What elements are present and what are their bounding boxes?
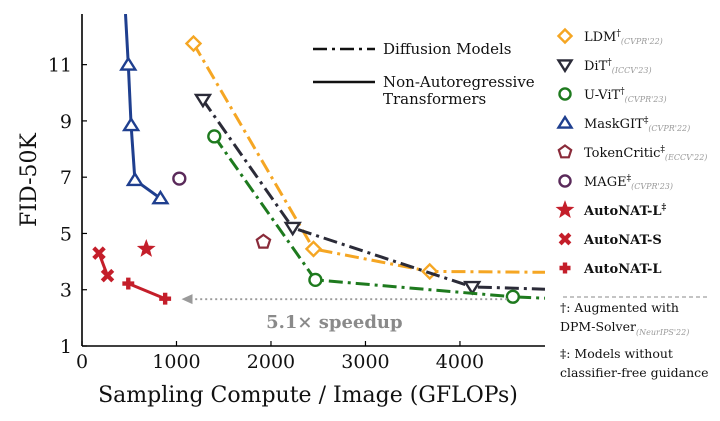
- data-point: [255, 233, 272, 249]
- footnote-line: classifier-free guidance: [560, 365, 709, 380]
- series-autonat-l: [122, 277, 172, 305]
- legend-item: U-ViT†(CVPR'23): [558, 87, 667, 104]
- series-line: [201, 98, 545, 291]
- legend-marker: [559, 262, 571, 274]
- legend-marker: [558, 232, 572, 246]
- y-tick-label: 9: [60, 111, 72, 133]
- y-tick-label: 7: [60, 167, 72, 189]
- data-point: [304, 240, 323, 258]
- y-tick-label: 1: [60, 336, 72, 358]
- x-tick-label: 1000: [152, 351, 200, 373]
- footnotes: †: Augmented with DPM-Solver(NeurIPS'22) ‡…: [560, 296, 709, 380]
- y-tick-label: 11: [48, 55, 72, 77]
- series-line: [127, 282, 166, 301]
- series-autonat-s: [92, 246, 115, 283]
- y-tick-label: 3: [60, 280, 72, 302]
- data-point: [125, 171, 145, 187]
- series-line: [124, 14, 162, 200]
- series-legend: LDM†(CVPR'22) DiT†(ICCV'23) U-ViT†(CVPR'23…: [555, 27, 707, 277]
- data-point: [122, 277, 135, 290]
- legend-label: MAGE‡(CVPR'23): [584, 174, 673, 191]
- legend-item: AutoNAT-S: [558, 232, 662, 248]
- x-tick-label: 2000: [247, 351, 295, 373]
- legend-label: DiT†(ICCV'23): [584, 58, 652, 75]
- x-axis-label: Sampling Compute / Image (GFLOPs): [98, 383, 518, 408]
- series-mage: [172, 171, 187, 186]
- data-point: [172, 171, 187, 186]
- series-dit: [193, 93, 545, 296]
- legend-label: AutoNAT-S: [583, 233, 662, 248]
- data-point: [119, 56, 138, 71]
- legend-marker: [556, 59, 574, 74]
- y-axis-label: FID-50K: [17, 133, 42, 227]
- y-axis-ticks: 1 3 5 7 9 11: [48, 55, 87, 358]
- legend-marker: [558, 174, 572, 188]
- footnote-line: DPM-Solver(NeurIPS'22): [560, 319, 689, 337]
- legend-item: MaskGIT‡(CVPR'22): [556, 114, 690, 133]
- series-line: [213, 135, 545, 300]
- legend-marker: [556, 114, 574, 129]
- legend-item: AutoNAT-L‡: [555, 200, 667, 219]
- data-point: [207, 129, 222, 144]
- x-tick-label: 4000: [436, 351, 484, 373]
- data-point: [283, 221, 302, 237]
- legend-marker: [556, 27, 574, 45]
- legend-marker: [558, 87, 572, 101]
- legend-label: LDM†(CVPR'22): [584, 29, 663, 46]
- line-style-label: Non-Autoregressive: [383, 73, 535, 91]
- line-style-legend: Diffusion Models Non-AutoregressiveTransf…: [313, 40, 535, 108]
- legend-item: LDM†(CVPR'22): [556, 27, 663, 46]
- speedup-arrowhead: [181, 294, 193, 305]
- legend-label: MaskGIT‡(CVPR'22): [584, 116, 690, 133]
- data-point: [193, 93, 213, 109]
- footnote-line: ‡: Models without: [560, 346, 673, 361]
- legend-item: DiT†(ICCV'23): [556, 58, 652, 75]
- y-tick-label: 5: [60, 223, 72, 245]
- series-autonat-l: [136, 239, 156, 257]
- legend-item: MAGE‡(CVPR'23): [558, 174, 673, 191]
- legend-label: TokenCritic‡(ECCV'22): [584, 145, 707, 162]
- legend-item: AutoNAT-L: [559, 262, 662, 277]
- data-point: [136, 239, 156, 257]
- data-point: [463, 280, 482, 296]
- data-point: [121, 116, 141, 132]
- legend-marker: [555, 200, 575, 218]
- data-point: [92, 246, 106, 260]
- data-point: [308, 272, 323, 288]
- speedup-label: 5.1× speedup: [266, 312, 403, 333]
- legend-marker: [557, 144, 573, 159]
- x-axis-ticks: 0 1000 2000 3000 4000: [76, 341, 484, 373]
- data-point: [151, 189, 170, 205]
- line-style-label: Transformers: [383, 90, 486, 108]
- series-line: [192, 42, 545, 274]
- plot-area: [81, 14, 545, 347]
- series-u-vit: [207, 129, 545, 304]
- legend-item: TokenCritic‡(ECCV'22): [557, 144, 707, 162]
- data-point: [505, 289, 521, 304]
- series-tokencritic: [255, 233, 272, 249]
- data-point: [184, 34, 203, 53]
- footnote-line: †: Augmented with: [560, 300, 679, 315]
- speedup-annotation: 5.1× speedup: [181, 294, 508, 333]
- data-point: [100, 268, 115, 283]
- legend-label: AutoNAT-L: [583, 262, 662, 277]
- legend-label: U-ViT†(CVPR'23): [584, 87, 667, 104]
- x-tick-label: 0: [76, 351, 88, 373]
- series-maskgit: [119, 14, 170, 205]
- data-point: [159, 292, 172, 305]
- line-style-label: Diffusion Models: [383, 40, 511, 58]
- legend-label: AutoNAT-L‡: [583, 203, 667, 219]
- x-tick-label: 3000: [341, 351, 389, 373]
